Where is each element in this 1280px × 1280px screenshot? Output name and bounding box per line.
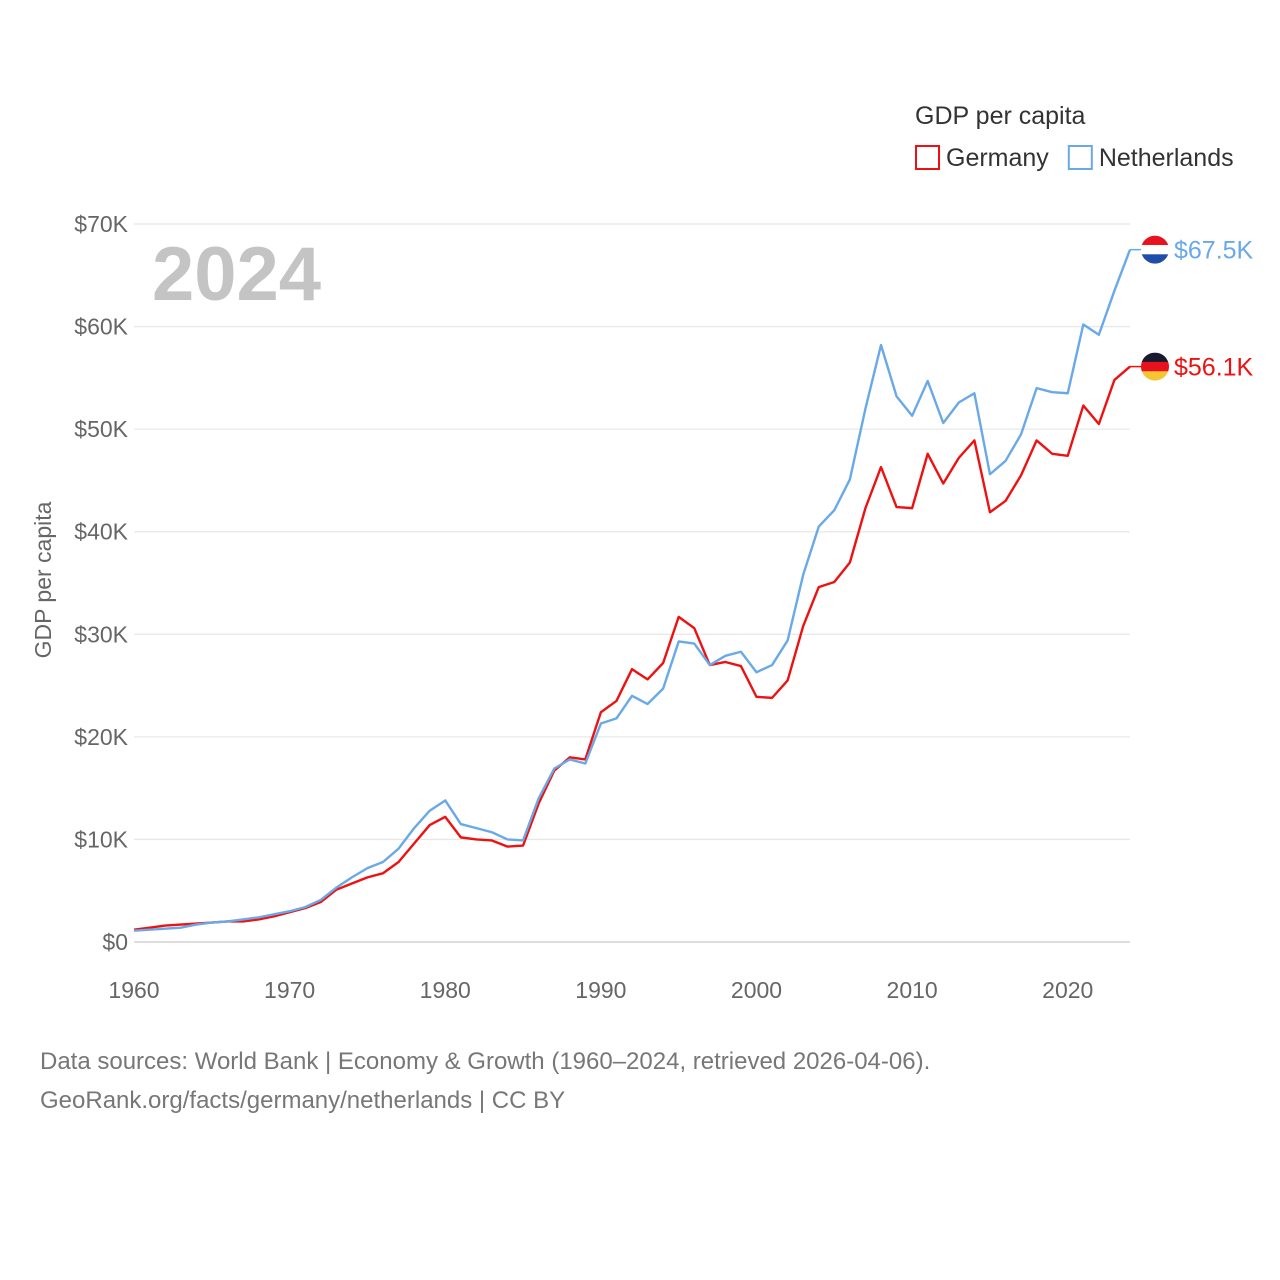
legend-swatch [915, 145, 940, 170]
x-tick-label: 1970 [264, 977, 315, 1003]
y-tick-label: $60K [74, 314, 128, 340]
legend-label[interactable]: Netherlands [1099, 144, 1234, 172]
year-label: 2024 [152, 232, 321, 317]
x-tick-label: 1960 [108, 977, 159, 1003]
x-tick-label: 2000 [731, 977, 782, 1003]
footer: Data sources: World Bank | Economy & Gro… [40, 1042, 930, 1120]
data-sources: Data sources: World Bank | Economy & Gro… [40, 1048, 931, 1075]
grid-lines [134, 223, 1130, 943]
flag-netherlands-icon [1141, 235, 1169, 264]
source-link[interactable]: GeoRank.org/facts/germany/netherlands | … [40, 1087, 566, 1114]
y-axis-label: GDP per capita [30, 501, 56, 658]
legend-swatch [1067, 145, 1093, 170]
y-tick-label: $50K [74, 416, 128, 442]
y-tick-label: $70K [74, 211, 128, 237]
legend-label[interactable]: Germany [946, 144, 1049, 172]
series-line-netherlands [133, 249, 1132, 932]
y-tick-label: $0 [102, 929, 128, 955]
x-tick-label: 1990 [575, 977, 626, 1003]
legend-title: GDP per capita [915, 102, 1086, 130]
x-tick-label: 1980 [420, 977, 471, 1003]
legend: Germany Netherlands [915, 144, 1234, 172]
end-value-label: $67.5K [1174, 237, 1254, 265]
end-labels: $56.1K $67.5K [1130, 235, 1254, 382]
end-value-label: $56.1K [1174, 354, 1254, 382]
y-tick-label: $40K [74, 519, 128, 545]
x-tick-label: 2020 [1042, 977, 1093, 1003]
y-axis-ticks: $0 $10K $20K $30K $40K $50K $60K $70K [74, 211, 128, 955]
y-tick-label: $30K [74, 621, 128, 647]
x-tick-label: 2010 [887, 977, 938, 1003]
series-lines [133, 249, 1132, 932]
y-tick-label: $20K [74, 724, 128, 750]
y-tick-label: $10K [74, 826, 128, 852]
flag-germany-icon [1141, 352, 1169, 381]
x-axis-ticks: 1960 1970 1980 1990 2000 2010 2020 [108, 977, 1093, 1003]
series-line-germany [133, 365, 1131, 931]
